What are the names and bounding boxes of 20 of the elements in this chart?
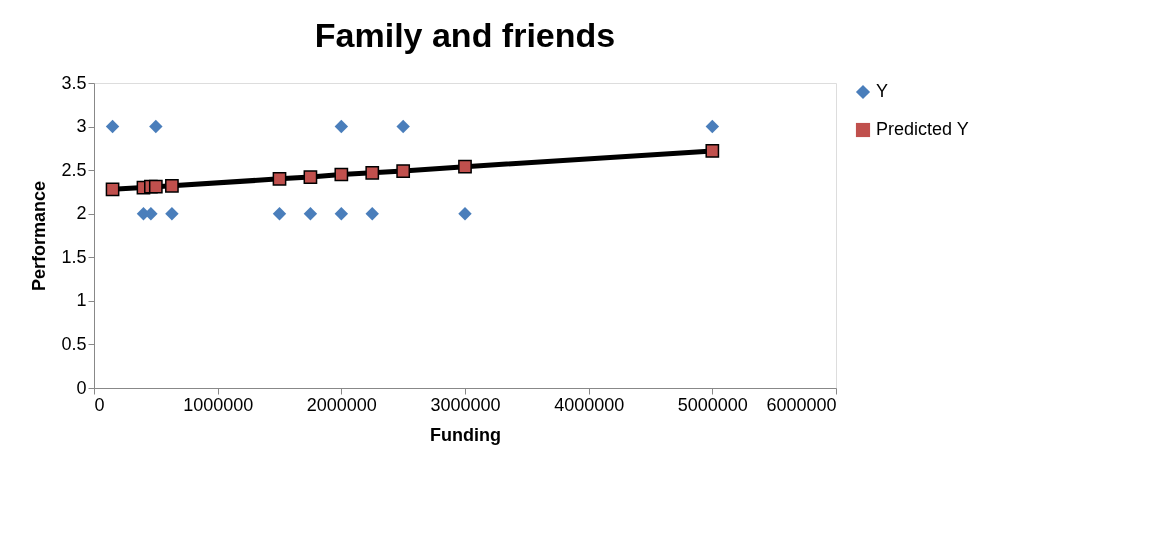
legend-label: Predicted Y — [876, 119, 969, 139]
y-tick-label: 2.5 — [61, 159, 87, 180]
chart-title: Family and friends — [314, 16, 616, 54]
legend-label: Y — [876, 81, 889, 101]
y-tick-label: 0.5 — [61, 333, 87, 354]
x-tick-label: 5000000 — [677, 394, 748, 415]
x-tick-label: 3000000 — [430, 394, 501, 415]
y-tick-label: 3.5 — [61, 72, 87, 93]
x-tick-label: 1000000 — [183, 394, 254, 415]
x-axis-title: Funding — [430, 424, 501, 445]
y-tick-label: 0 — [76, 377, 87, 398]
y-tick-label: 3 — [76, 116, 87, 137]
y-tick-label: 1 — [76, 290, 87, 311]
y-tick-label: 1.5 — [61, 246, 87, 267]
x-tick-label: 2000000 — [306, 394, 377, 415]
y-axis-title: Performance — [29, 180, 50, 292]
x-tick-label: 6000000 — [766, 394, 837, 415]
y-tick-label: 2 — [76, 203, 87, 224]
x-tick-label: 0 — [94, 394, 105, 415]
x-tick-label: 4000000 — [554, 394, 625, 415]
